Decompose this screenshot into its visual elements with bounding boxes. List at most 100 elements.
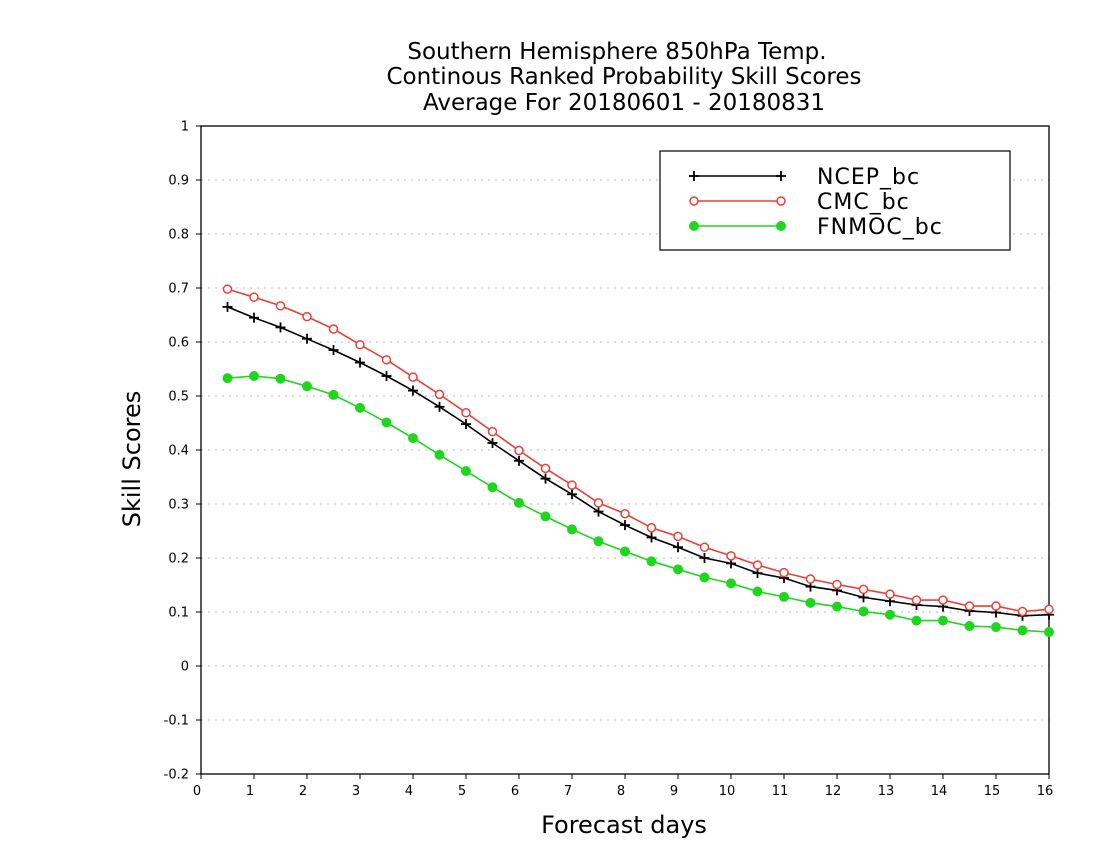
y-tick-label: 0.1 (168, 606, 189, 621)
x-tick-label: 10 (719, 784, 736, 799)
data-point (487, 426, 498, 437)
data-point (302, 311, 312, 322)
data-point (434, 401, 445, 412)
x-axis-title: Forecast days (541, 811, 707, 839)
y-tick-label: 1 (181, 120, 189, 135)
x-tick-label: 2 (299, 784, 307, 799)
data-point (885, 609, 895, 620)
data-point (593, 536, 604, 547)
data-point (646, 523, 657, 533)
data-point (275, 373, 286, 384)
data-point (461, 419, 471, 430)
y-tick-label: 0 (181, 660, 189, 675)
y-tick-label: 0.5 (168, 390, 189, 405)
data-point (805, 574, 816, 584)
series-cmc-bc (222, 284, 1054, 617)
data-point (355, 402, 365, 413)
legend-marker (776, 221, 786, 231)
data-point (646, 556, 657, 567)
data-point (514, 497, 524, 508)
data-point (991, 622, 1001, 633)
x-tick-label: 14 (931, 784, 948, 799)
data-point (620, 520, 630, 531)
chart-title-line-3: Average For 20180601 - 20180831 (423, 90, 825, 116)
x-tick-label: 16 (1037, 784, 1054, 799)
legend-item-ncep-bc: NCEP_bc (689, 165, 920, 190)
data-point (911, 595, 922, 605)
data-point (514, 445, 524, 456)
data-point (381, 417, 392, 428)
data-point (540, 463, 551, 474)
legend-item-cmc-bc: CMC_bc (689, 190, 910, 215)
y-axis-title: Skill Scores (118, 391, 146, 528)
data-point (779, 591, 789, 602)
data-point (434, 389, 445, 400)
x-tick-label: 11 (772, 784, 789, 799)
chart-title-line-2: Continous Ranked Probability Skill Score… (386, 64, 861, 90)
data-point (514, 455, 524, 466)
data-point (1017, 625, 1028, 636)
data-point (991, 601, 1001, 611)
data-point (699, 572, 710, 583)
y-tick-label: 0.4 (168, 444, 189, 459)
series-fnmoc-bc (222, 371, 1054, 637)
series-ncep-bc (222, 301, 1054, 621)
data-point (752, 568, 763, 579)
y-tick-label: -0.2 (164, 768, 189, 783)
data-point (355, 357, 365, 368)
legend-marker (689, 171, 699, 181)
data-point (540, 511, 551, 522)
data-point (302, 333, 312, 344)
data-point (938, 595, 948, 605)
data-point (567, 489, 577, 500)
data-point (699, 553, 710, 563)
axis-ticks: -0.2-0.100.10.20.30.40.50.60.70.80.910 1 2… (164, 120, 1054, 800)
data-point (1017, 606, 1028, 617)
data-point (434, 449, 445, 460)
legend-marker (776, 171, 786, 181)
x-tick-label: 5 (458, 784, 466, 799)
data-point (673, 531, 683, 542)
x-tick-label: 6 (511, 784, 519, 799)
data-point (381, 371, 392, 382)
y-tick-label: -0.1 (164, 714, 189, 729)
data-point (408, 372, 418, 382)
legend-label: NCEP_bc (817, 165, 920, 190)
legend-label: CMC_bc (817, 190, 910, 215)
data-point (328, 389, 339, 400)
x-tick-label: 12 (825, 784, 842, 799)
data-point (461, 407, 471, 418)
x-tick-label: 8 (617, 784, 625, 799)
data-point (779, 567, 789, 578)
data-point (964, 601, 975, 611)
data-point (249, 292, 259, 302)
data-point (832, 601, 842, 612)
data-point (885, 589, 895, 599)
data-point (858, 592, 869, 603)
data-point (487, 482, 498, 493)
data-point (832, 579, 842, 590)
legend-marker (689, 221, 699, 231)
series-line (227, 288, 1050, 613)
x-tick-label: 9 (670, 784, 678, 799)
data-point (249, 312, 259, 323)
data-point (302, 381, 312, 392)
data-point (699, 542, 710, 552)
data-point (222, 284, 233, 294)
chart-title: Southern Hemisphere 850hPa Temp. Contino… (386, 39, 861, 116)
y-tick-label: 0.3 (168, 498, 189, 513)
legend-item-fnmoc-bc: FNMOC_bc (689, 215, 942, 240)
data-point (593, 506, 604, 517)
data-point (858, 584, 869, 595)
y-tick-label: 0.8 (168, 228, 189, 243)
data-point (858, 606, 869, 617)
data-point (620, 546, 630, 557)
x-tick-label: 7 (564, 784, 572, 799)
x-tick-label: 1 (246, 784, 254, 799)
data-point (275, 301, 286, 311)
data-point (1044, 604, 1054, 615)
series-line (227, 306, 1050, 617)
legend-marker (776, 196, 786, 206)
